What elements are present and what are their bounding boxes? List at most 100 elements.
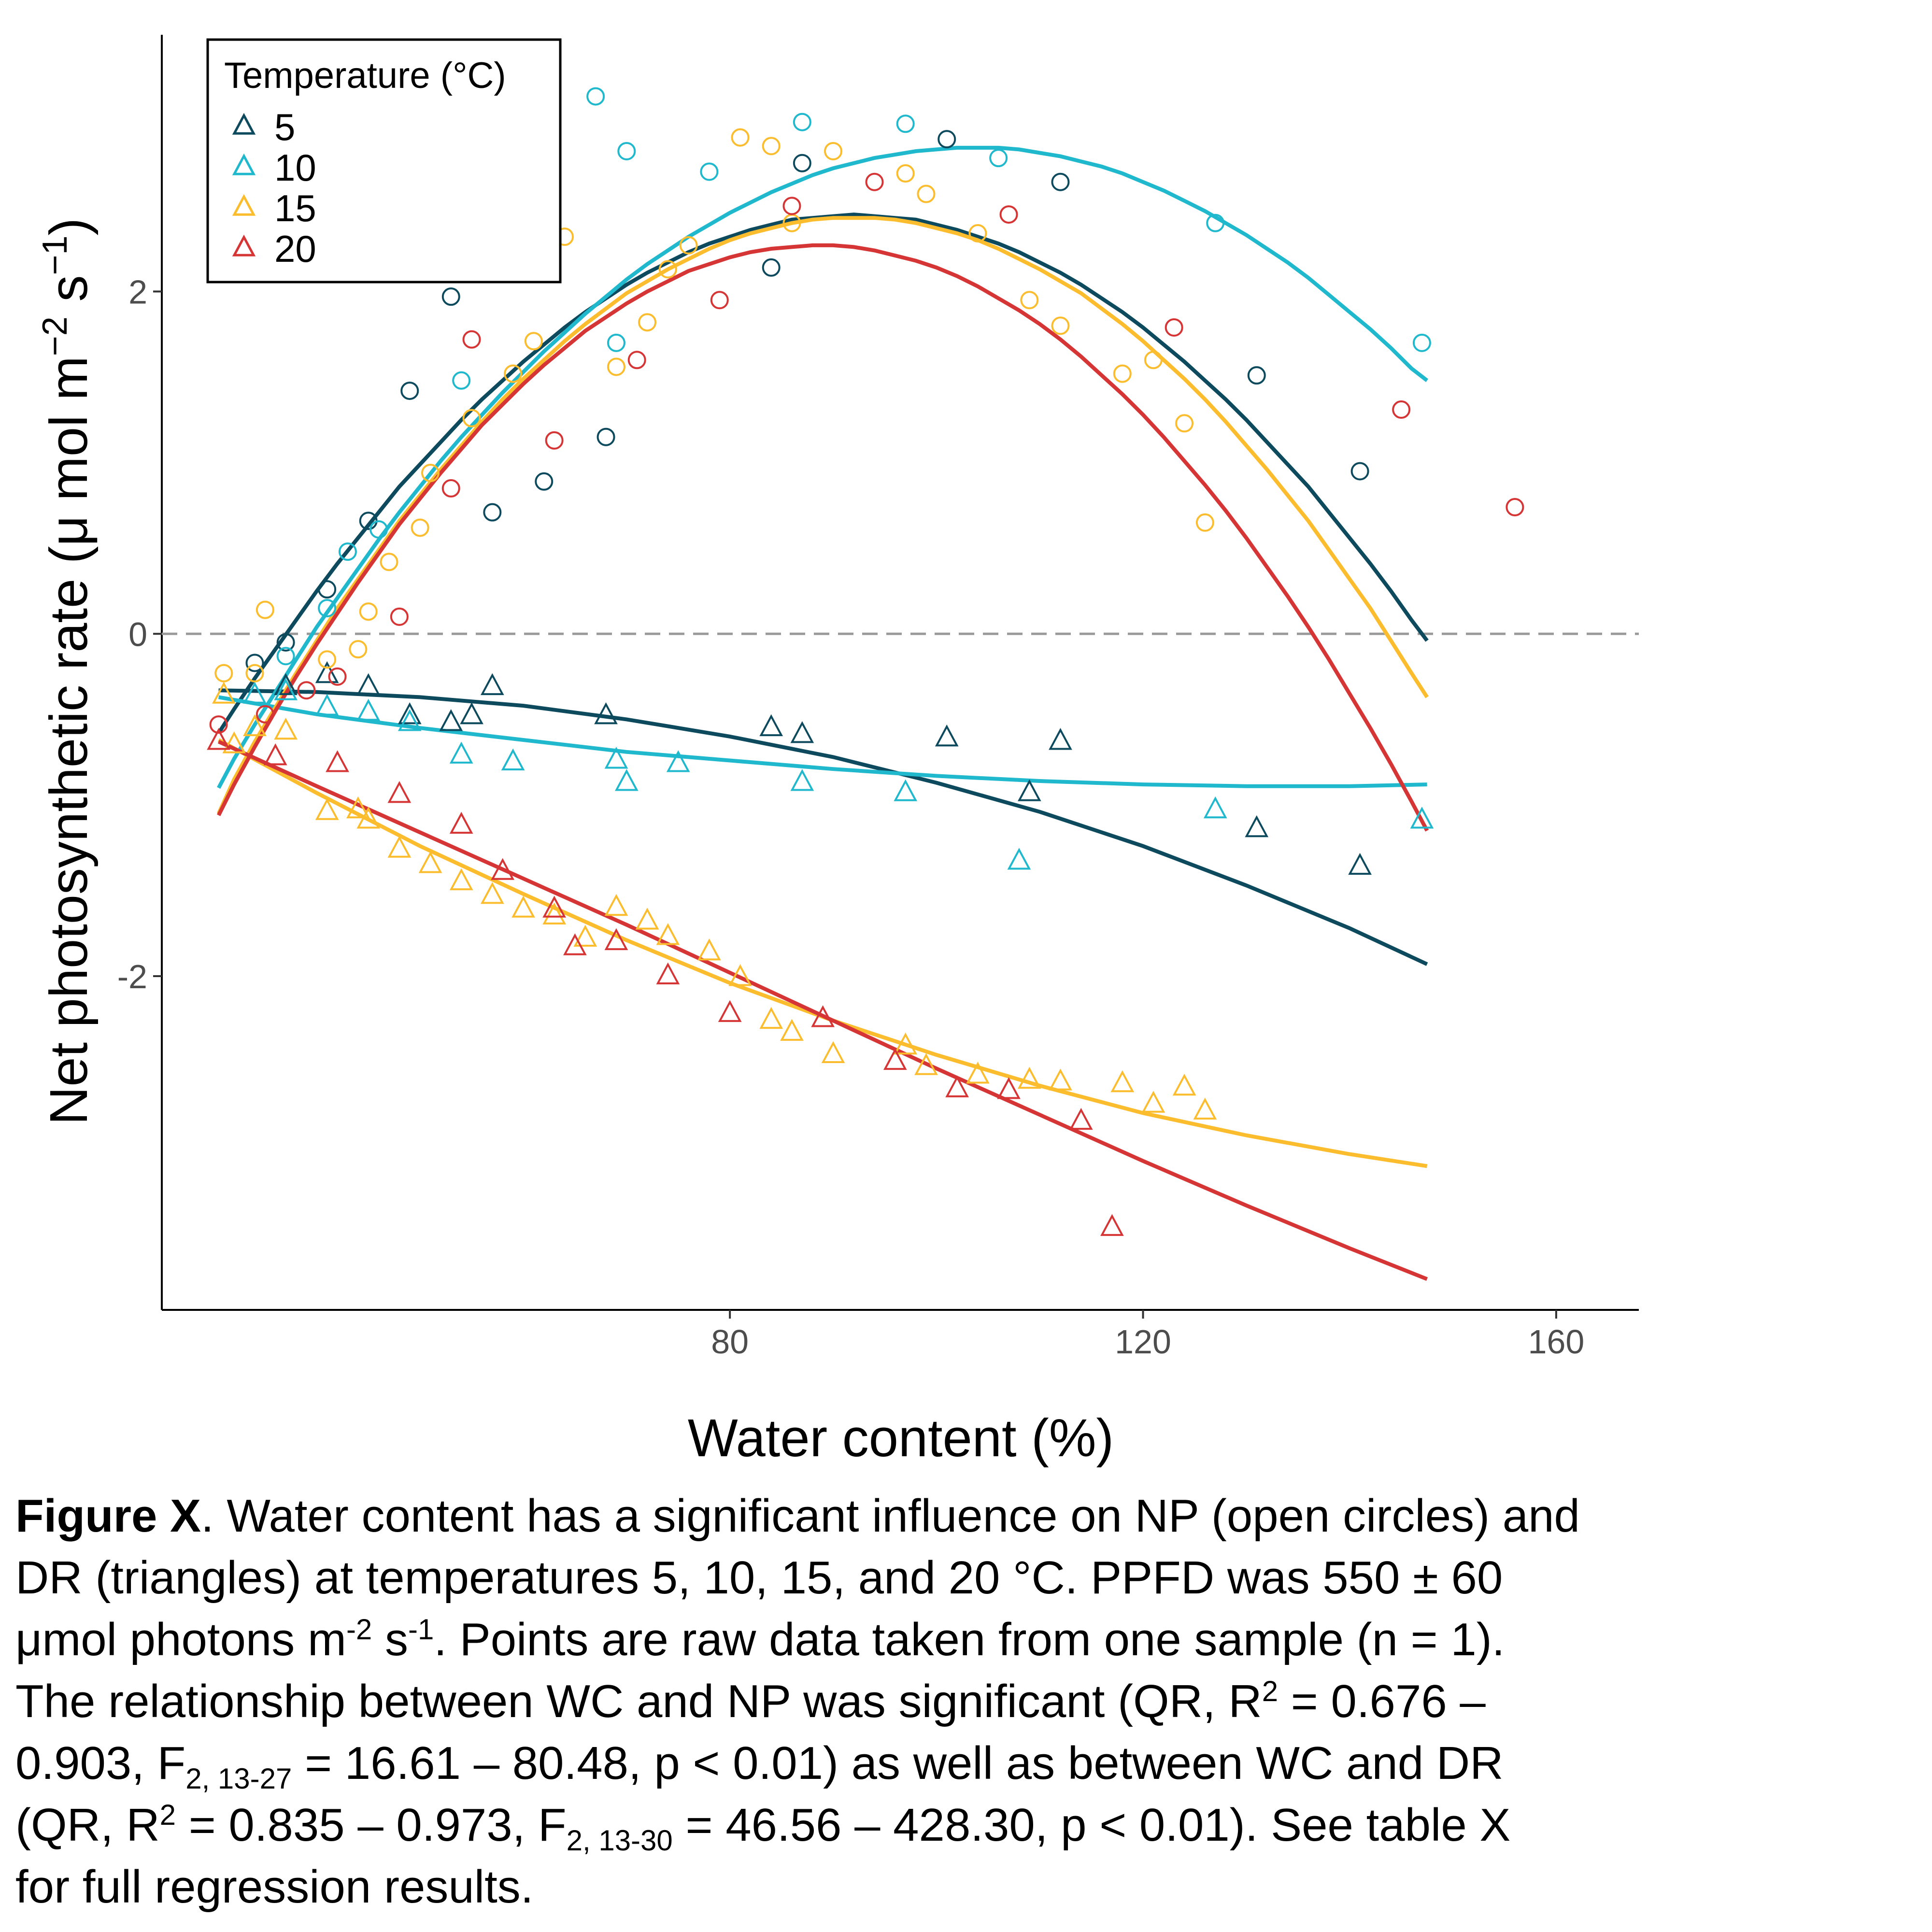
np-point xyxy=(441,287,460,306)
x-tick-label: 120 xyxy=(1115,1323,1171,1361)
caption-line: for full regression results. xyxy=(15,1861,534,1913)
y-tick-label: 2 xyxy=(128,273,147,311)
x-tick-label: 160 xyxy=(1528,1323,1585,1361)
dr-point xyxy=(439,709,463,731)
np-point xyxy=(369,520,388,539)
np-point xyxy=(762,258,781,277)
dr-point xyxy=(387,781,412,803)
legend-triangle-icon xyxy=(232,194,256,216)
dr-point xyxy=(759,1007,783,1029)
dr-point xyxy=(356,673,381,696)
dr-point xyxy=(759,714,783,737)
np-point xyxy=(1412,333,1431,352)
np-point xyxy=(793,113,811,131)
np-point xyxy=(896,114,915,133)
y-tick-label: 0 xyxy=(128,615,147,653)
caption-line: DR (triangles) at temperatures 5, 10, 15… xyxy=(15,1552,1503,1604)
dr-point xyxy=(594,702,618,724)
np-point xyxy=(400,382,419,400)
dr-point xyxy=(604,747,628,769)
dr-fit-line-20 xyxy=(217,739,1428,1281)
dr-point xyxy=(790,721,814,743)
dr-point xyxy=(207,728,230,750)
dr-point xyxy=(480,673,504,696)
legend-entry-label: 15 xyxy=(274,187,316,229)
dr-point xyxy=(222,731,246,753)
dr-point xyxy=(1203,796,1227,819)
y-axis-title: Net photosynthetic rate (μ mol m−2 s−1) xyxy=(36,218,99,1125)
figure-caption: Figure X. Water content has a significan… xyxy=(15,1485,1889,1918)
np-point xyxy=(989,149,1008,168)
dr-point xyxy=(1193,1097,1217,1120)
np-point xyxy=(1165,318,1183,337)
np-point xyxy=(380,553,398,571)
dr-point xyxy=(604,928,628,951)
dr-point xyxy=(326,750,349,772)
np-point xyxy=(411,518,429,537)
dr-point xyxy=(542,902,566,924)
np-point xyxy=(483,503,502,522)
dr-point xyxy=(790,769,814,791)
np-point xyxy=(1113,364,1132,383)
np-point xyxy=(328,667,347,686)
dr-point xyxy=(780,1019,804,1041)
np-point xyxy=(504,364,523,383)
np-point xyxy=(318,650,337,669)
dr-fit-line-5 xyxy=(218,688,1428,966)
caption-line: μmol photons m-2 s-1. Points are raw dat… xyxy=(15,1613,1505,1665)
np-point xyxy=(349,640,368,659)
dr-point xyxy=(894,1032,918,1055)
np-point xyxy=(597,427,615,446)
dr-point xyxy=(212,682,236,704)
dr-point xyxy=(666,750,690,772)
np-point xyxy=(700,162,719,181)
np-point xyxy=(865,172,884,191)
dr-point xyxy=(718,1000,742,1022)
dr-point xyxy=(1017,779,1041,801)
np-point xyxy=(1392,400,1411,419)
np-point xyxy=(318,599,337,618)
np-point xyxy=(214,664,233,682)
dr-point xyxy=(449,741,473,764)
np-point xyxy=(209,715,228,734)
dr-point xyxy=(656,962,680,984)
legend-triangle-icon xyxy=(232,234,256,256)
dr-point xyxy=(894,779,918,801)
dr-point xyxy=(1245,815,1269,838)
fit-lines xyxy=(216,145,1429,1281)
np-point xyxy=(782,197,801,215)
dr-point xyxy=(1017,1066,1041,1089)
dr-point xyxy=(418,851,442,873)
dr-point xyxy=(604,894,628,916)
legend-box xyxy=(206,38,562,284)
np-point xyxy=(762,137,781,156)
dr-point xyxy=(1410,807,1434,829)
np-point xyxy=(658,260,677,279)
np-point xyxy=(1195,513,1214,532)
dr-point xyxy=(1049,1068,1072,1091)
np-point xyxy=(462,409,481,427)
dr-point xyxy=(387,836,412,858)
caption-line: (QR, R2 = 0.835 – 0.973, F2, 13-30 = 46.… xyxy=(15,1799,1511,1857)
dr-point xyxy=(1110,1070,1135,1093)
np-point xyxy=(245,653,264,672)
legend-entry-label: 20 xyxy=(274,227,316,270)
dr-point xyxy=(563,933,587,955)
np-point xyxy=(1020,291,1039,310)
np-point xyxy=(617,142,636,160)
np-fit-line-15 xyxy=(216,216,1429,814)
dr-point xyxy=(542,895,566,918)
dr-point xyxy=(449,868,473,891)
np-point xyxy=(452,371,471,390)
np-point xyxy=(679,236,698,255)
np-point xyxy=(1051,316,1070,335)
dr-point xyxy=(821,1041,845,1063)
np-point xyxy=(1175,414,1194,433)
dr-point xyxy=(346,796,370,819)
dr-point xyxy=(398,702,422,724)
np-point xyxy=(917,185,936,203)
np-fit-line-10 xyxy=(217,145,1429,789)
np-point xyxy=(276,633,295,652)
dr-point xyxy=(460,702,483,724)
